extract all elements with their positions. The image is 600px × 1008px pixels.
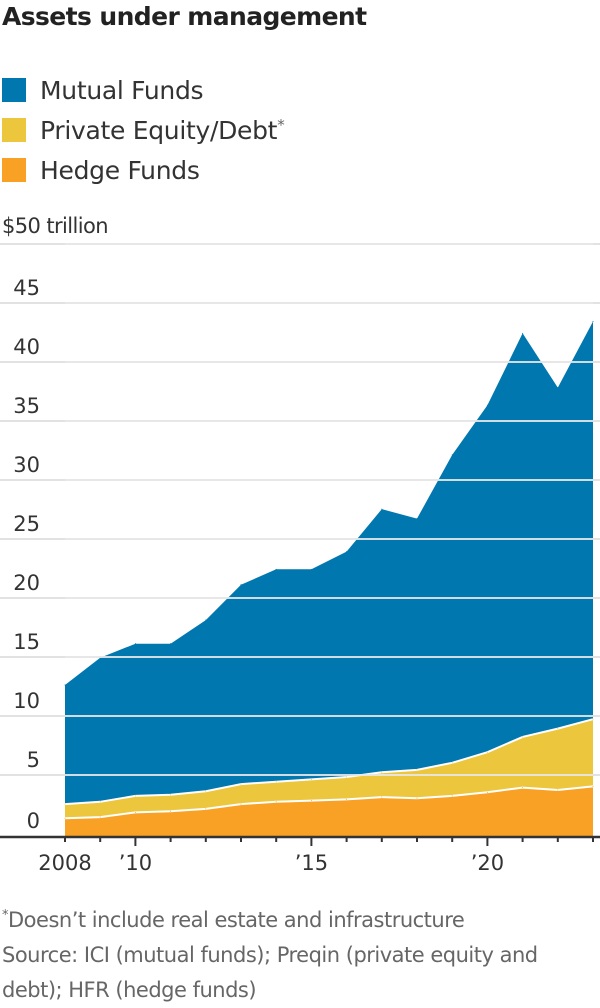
x-tick-label-2020: ’20 xyxy=(471,851,504,875)
legend-item-mutual-funds: Mutual Funds xyxy=(2,70,284,110)
legend-label-mutual-funds: Mutual Funds xyxy=(40,75,204,105)
data-point-hedge-funds-2022 xyxy=(557,789,559,791)
x-tick-label-2008: 2008 xyxy=(38,851,91,875)
legend-swatch-private-equity-debt xyxy=(2,118,26,142)
separator-private-equity-debt xyxy=(64,718,594,806)
data-point-private-equity-debt-2015 xyxy=(310,778,312,780)
y-tick-label-15: 15 xyxy=(13,630,40,654)
source-note: Source: ICI (mutual funds); Preqin (priv… xyxy=(2,943,538,1002)
data-point-mutual-funds-2011 xyxy=(170,643,172,645)
data-point-private-equity-debt-2021 xyxy=(522,736,524,738)
legend-item-hedge-funds: Hedge Funds xyxy=(2,150,284,190)
data-point-private-equity-debt-2012 xyxy=(205,790,207,792)
data-point-mutual-funds-2021 xyxy=(522,332,524,334)
data-point-private-equity-debt-2009 xyxy=(99,801,101,803)
area-series xyxy=(64,321,594,836)
separator-hedge-funds xyxy=(64,785,594,820)
data-point-hedge-funds-2009 xyxy=(99,816,101,818)
legend-text: Mutual Funds xyxy=(40,75,204,105)
legend-text: Private Equity/Debt xyxy=(40,115,278,145)
y-tick-label-20: 20 xyxy=(13,571,40,595)
legend-swatch-mutual-funds xyxy=(2,78,26,102)
data-point-private-equity-debt-2020 xyxy=(486,751,488,753)
data-point-hedge-funds-2016 xyxy=(346,798,348,800)
footnote: *Doesn’t include real estate and infrast… xyxy=(2,898,598,1008)
data-point-mutual-funds-2014 xyxy=(275,568,277,570)
area-private-equity-debt xyxy=(65,719,593,819)
data-point-mutual-funds-2012 xyxy=(205,619,207,621)
data-point-hedge-funds-2011 xyxy=(170,810,172,812)
data-point-mutual-funds-2016 xyxy=(346,551,348,553)
area-mutual-funds xyxy=(65,321,593,805)
data-point-hedge-funds-2020 xyxy=(486,791,488,793)
footnote-note: *Doesn’t include real estate and infrast… xyxy=(2,898,598,938)
data-point-private-equity-debt-2018 xyxy=(416,769,418,771)
y-axis-unit-label: $50 trillion xyxy=(2,214,109,238)
gridlines-over xyxy=(65,243,593,776)
data-point-mutual-funds-2019 xyxy=(451,454,453,456)
y-axis-tick-labels: 5 10 15 20 25 30 35 40 45 0 xyxy=(13,276,40,833)
data-point-private-equity-debt-2008 xyxy=(64,803,66,805)
y-tick-label-40: 40 xyxy=(13,335,40,359)
area-hedge-funds xyxy=(65,786,593,836)
legend-label-private-equity-debt: Private Equity/Debt* xyxy=(40,115,285,145)
x-axis: 2008 ’10 ’15 ’20 xyxy=(0,835,600,875)
data-point-hedge-funds-2019 xyxy=(451,795,453,797)
data-point-mutual-funds-2022 xyxy=(557,387,559,389)
data-point-hedge-funds-2012 xyxy=(205,808,207,810)
data-point-private-equity-debt-2010 xyxy=(134,795,136,797)
data-point-mutual-funds-2010 xyxy=(134,643,136,645)
data-point-private-equity-debt-2016 xyxy=(346,776,348,778)
y-tick-label-5: 5 xyxy=(27,748,40,772)
data-point-hedge-funds-2015 xyxy=(310,800,312,802)
chart-title: Assets under management xyxy=(2,2,367,31)
x-tick-label-2015: ’15 xyxy=(295,851,328,875)
y-tick-label-35: 35 xyxy=(13,394,40,418)
data-point-private-equity-debt-2011 xyxy=(170,794,172,796)
data-point-hedge-funds-2017 xyxy=(381,796,383,798)
legend: Mutual Funds Private Equity/Debt* Hedge … xyxy=(2,70,285,190)
data-point-mutual-funds-2020 xyxy=(486,404,488,406)
data-point-private-equity-debt-2019 xyxy=(451,762,453,764)
data-point-mutual-funds-2013 xyxy=(240,584,242,586)
data-point-hedge-funds-2010 xyxy=(134,811,136,813)
data-point-hedge-funds-2023 xyxy=(592,785,594,787)
x-tick-label-2010: ’10 xyxy=(119,851,152,875)
y-tick-label-25: 25 xyxy=(13,512,40,536)
data-point-hedge-funds-2014 xyxy=(275,801,277,803)
data-point-hedge-funds-2018 xyxy=(416,797,418,799)
data-point-private-equity-debt-2017 xyxy=(381,771,383,773)
data-point-hedge-funds-2013 xyxy=(240,803,242,805)
data-point-mutual-funds-2017 xyxy=(381,508,383,510)
data-point-hedge-funds-2008 xyxy=(64,817,66,819)
footnote-text: Doesn’t include real estate and infrastr… xyxy=(8,908,465,932)
legend-item-private-equity-debt: Private Equity/Debt* xyxy=(2,110,285,150)
y-tick-label-30: 30 xyxy=(13,453,40,477)
legend-swatch-hedge-funds xyxy=(2,158,26,182)
y-tick-label-45: 45 xyxy=(13,276,40,300)
legend-label-hedge-funds: Hedge Funds xyxy=(40,156,200,185)
data-point-mutual-funds-2015 xyxy=(310,568,312,570)
data-point-private-equity-debt-2014 xyxy=(275,781,277,783)
data-point-hedge-funds-2021 xyxy=(522,787,524,789)
data-point-mutual-funds-2008 xyxy=(64,684,66,686)
data-point-private-equity-debt-2023 xyxy=(592,718,594,720)
data-point-mutual-funds-2023 xyxy=(592,321,594,323)
legend-text: Hedge Funds xyxy=(40,155,200,185)
data-point-private-equity-debt-2013 xyxy=(240,783,242,785)
y-tick-label-10: 10 xyxy=(13,689,40,713)
y-tick-label-0: 0 xyxy=(27,809,40,833)
footnote-marker: * xyxy=(2,908,9,923)
data-point-private-equity-debt-2022 xyxy=(557,728,559,730)
footnote-marker: * xyxy=(277,115,285,134)
data-point-mutual-funds-2018 xyxy=(416,518,418,520)
